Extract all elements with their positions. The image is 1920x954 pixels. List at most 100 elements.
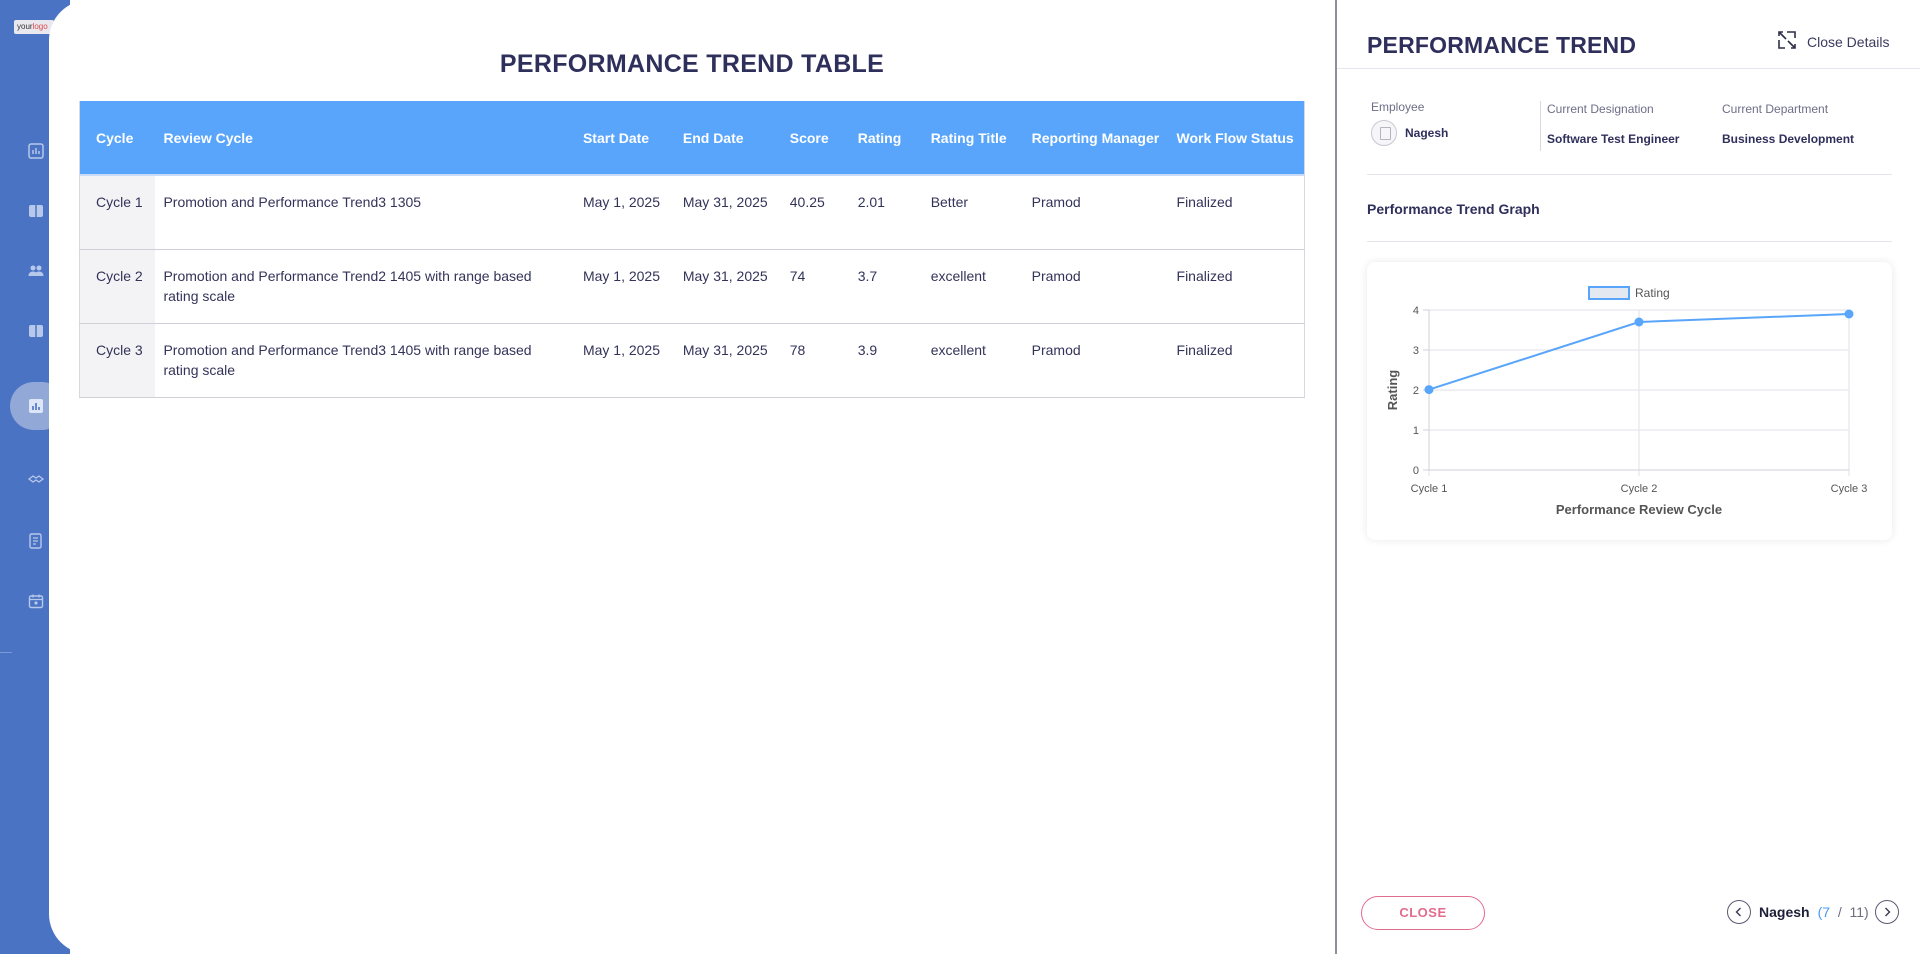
dashboard-icon[interactable] [28,143,44,159]
cell-cycle: Cycle 1 [79,175,156,250]
cell-status: Finalized [1168,323,1305,398]
cell-manager: Pramod [1023,323,1169,398]
performance-trend-chart: 0 1 2 3 4 Cycle 1 Cycle 2 Cycle 3 Performance Re… [1367,262,1892,540]
cell-status: Finalized [1168,249,1305,324]
cell-end-date: May 31, 2025 [674,323,782,398]
y-tick-label: 2 [1413,385,1419,397]
x-axis-title: Performance Review Cycle [1556,502,1722,517]
y-tick-label: 0 [1413,465,1419,477]
cell-score: 78 [781,323,850,398]
cell-end-date: May 31, 2025 [674,249,782,324]
x-tick-label: Cycle 2 [1621,483,1658,495]
cell-end-date: May 31, 2025 [674,175,782,250]
x-tick-label: Cycle 1 [1411,483,1448,495]
sidebar-divider [0,652,12,653]
column-header-start-date: Start Date [574,101,675,176]
pager-total: 11 [1849,904,1865,920]
details-panel: PERFORMANCE TREND Close Details Employee… [1335,0,1920,954]
cell-rating: 3.7 [849,249,923,324]
data-point [1844,309,1854,319]
cell-manager: Pramod [1023,175,1169,250]
column-header-rating-title: Rating Title [922,101,1024,176]
table-header-row: Cycle Review Cycle Start Date End Date S… [79,101,1305,176]
page-title: PERFORMANCE TREND TABLE [499,50,885,78]
designation-label: Current Designation [1547,102,1654,116]
chart-svg: 0 1 2 3 4 Cycle 1 Cycle 2 Cycle 3 Performance Re… [1385,286,1868,517]
employee-pager: Nagesh (7 / 11) [1727,900,1899,924]
x-tick-label: Cycle 3 [1831,483,1868,495]
details-title: PERFORMANCE TREND [1367,32,1637,58]
close-details-button[interactable]: Close Details [1777,30,1889,53]
y-axis-title: Rating [1385,370,1400,411]
pager-count: (7 / 11) [1817,904,1869,920]
table-row: Cycle 1 Promotion and Performance Trend3… [79,175,1305,250]
cell-start-date: May 1, 2025 [574,249,675,324]
chevron-right-icon [1884,907,1891,917]
table-row: Cycle 2 Promotion and Performance Trend2… [79,249,1305,324]
chevron-left-icon [1735,907,1741,917]
column-header-rating: Rating [849,101,923,176]
designation-info: Current Designation Software Test Engine… [1547,102,1679,146]
cell-review-cycle: Promotion and Performance Trend2 1405 wi… [155,249,575,324]
column-header-reporting-manager: Reporting Manager [1023,101,1169,176]
cell-start-date: May 1, 2025 [574,175,675,250]
cell-score: 74 [781,249,850,324]
collapse-icon [1777,30,1797,53]
previous-button[interactable] [1727,900,1751,924]
data-point [1634,317,1644,327]
legend-swatch [1588,286,1630,300]
trend-table-panel: PERFORMANCE TREND TABLE Cycle Review Cyc… [49,0,1335,954]
graph-heading: Performance Trend Graph [1367,201,1540,217]
data-point [1424,385,1434,395]
legend-label: Rating [1635,286,1670,300]
pager-current: 7 [1822,904,1831,920]
columns-icon[interactable] [28,323,44,339]
department-info: Current Department Business Development [1722,102,1854,146]
table-row: Cycle 3 Promotion and Performance Trend3… [79,323,1305,398]
y-tick-label: 1 [1413,425,1419,437]
department-value: Business Development [1722,132,1855,146]
header-divider [1337,68,1920,69]
edit-document-icon[interactable] [28,533,44,549]
cell-rating: 2.01 [849,175,923,250]
designation-value: Software Test Engineer [1547,132,1680,146]
cell-review-cycle: Promotion and Performance Trend3 1405 wi… [155,323,575,398]
users-icon[interactable] [28,263,44,279]
info-separator [1540,101,1541,151]
cell-status: Finalized [1168,175,1305,250]
handshake-icon[interactable] [28,471,44,487]
employee-label: Employee [1371,100,1425,114]
reports-icon[interactable] [28,398,44,414]
info-divider [1367,174,1892,175]
app-logo: yourlogo [14,20,54,34]
cell-review-cycle: Promotion and Performance Trend3 1305 [155,175,575,250]
cell-score: 40.25 [781,175,850,250]
cell-manager: Pramod [1023,249,1169,324]
employee-info: Employee Nagesh [1371,100,1511,146]
next-button[interactable] [1874,900,1899,924]
y-tick-label: 3 [1413,345,1419,357]
graph-divider [1367,241,1892,242]
performance-trend-table: Cycle Review Cycle Start Date End Date S… [79,101,1305,398]
employee-name: Nagesh [1405,126,1449,140]
cell-cycle: Cycle 2 [79,249,156,324]
cell-rating-title: Better [922,175,1024,250]
department-label: Current Department [1722,102,1829,116]
pager-employee-name: Nagesh [1759,904,1810,920]
cell-rating-title: excellent [922,323,1024,398]
column-header-work-flow-status: Work Flow Status [1168,101,1305,176]
cell-start-date: May 1, 2025 [574,323,675,398]
avatar [1371,120,1397,146]
close-details-label: Close Details [1807,33,1890,50]
y-tick-label: 4 [1413,305,1419,317]
book-icon[interactable] [28,203,44,219]
column-header-score: Score [781,101,850,176]
calendar-icon[interactable] [28,593,44,609]
cell-rating: 3.9 [849,323,923,398]
column-header-end-date: End Date [674,101,782,176]
column-header-review-cycle: Review Cycle [155,101,575,176]
cell-rating-title: excellent [922,249,1024,324]
column-header-cycle: Cycle [79,101,156,176]
close-button[interactable]: CLOSE [1361,896,1485,930]
cell-cycle: Cycle 3 [79,323,156,398]
